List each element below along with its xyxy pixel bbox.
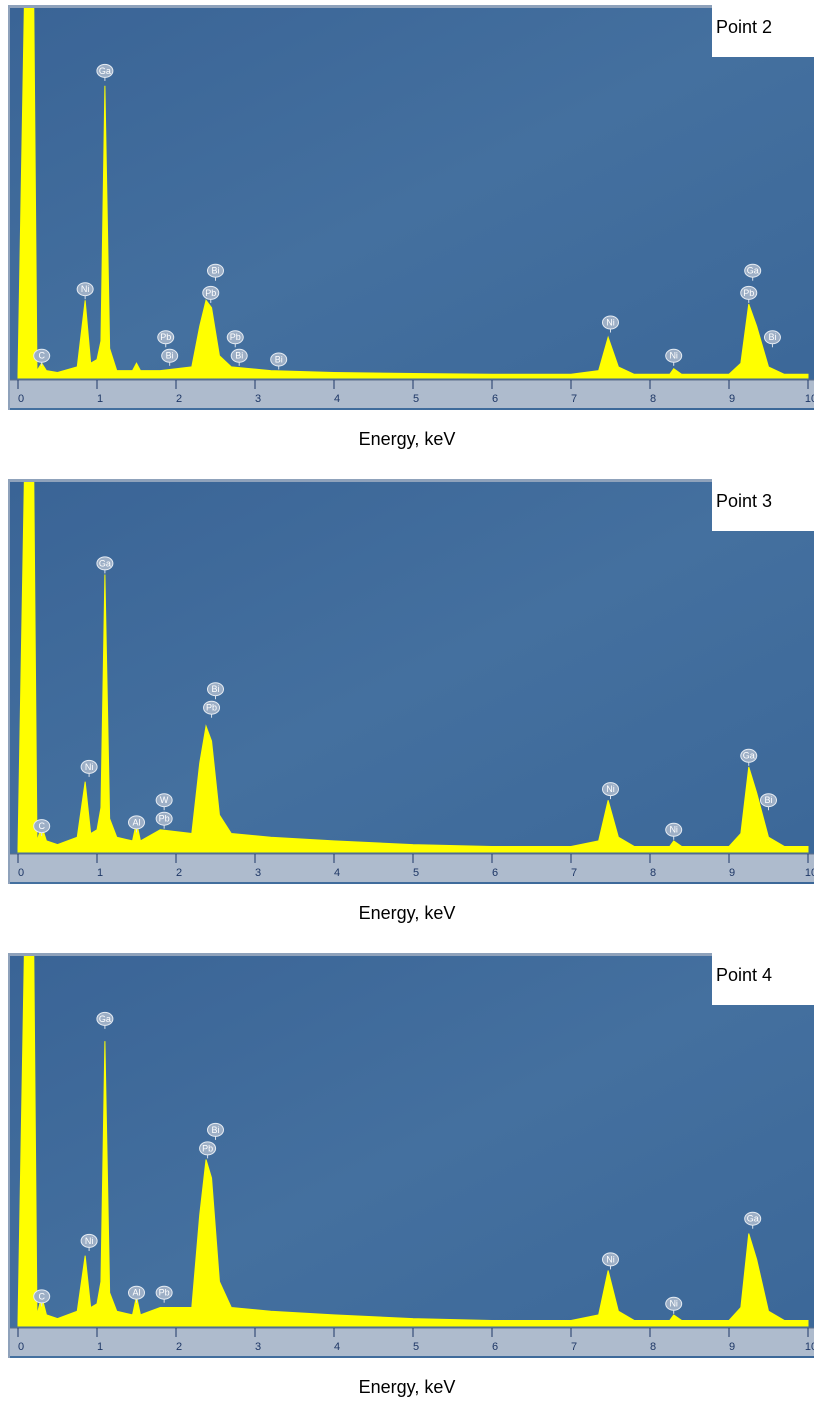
peak-label-text: Ni (606, 784, 615, 794)
peak-label-text: Bi (768, 332, 776, 342)
x-axis-label: Energy, keV (359, 429, 456, 449)
peak-label-text: Al (132, 1288, 140, 1298)
peak-label-text: Pb (743, 288, 754, 298)
chart-title: Point 3 (716, 491, 772, 511)
x-tick-label: 7 (571, 1341, 577, 1353)
peak-label-text: Ga (747, 266, 759, 276)
peak-label-text: Ni (669, 825, 678, 835)
x-tick-label: 8 (650, 393, 656, 405)
peak-label-text: Ga (99, 558, 111, 568)
x-tick-label: 2 (176, 1341, 182, 1353)
chart: 012345678910CNiGaPbBiBiPbPbBiBiNiNiGaPbB… (0, 0, 814, 1404)
x-tick-label: 0 (18, 1341, 24, 1353)
panel: 0 1 2 3 4 5 6 7 8 9 10 C Ni Ga Pb Bi Bi Pb Pb Bi Bi Ni Ni Ga Pb B… (8, 5, 814, 449)
peak-label-text: Ga (99, 1014, 111, 1024)
chart-title: Point 4 (716, 965, 772, 985)
peak-label-text: Ni (606, 1254, 615, 1264)
peak-label-text: Ni (606, 317, 615, 327)
x-tick-label: 10 (805, 1341, 814, 1353)
plot-left-border (8, 953, 10, 1358)
peak-label-text: Pb (159, 814, 170, 824)
x-tick-label: 3 (255, 1341, 261, 1353)
x-tick-label: 6 (492, 393, 498, 405)
x-tick-label: 3 (255, 393, 261, 405)
x-tick-label: 8 (650, 867, 656, 879)
peak-label-text: Bi (166, 351, 174, 361)
peak-label-text: Bi (211, 1125, 219, 1135)
x-tick-label: 1 (97, 867, 103, 879)
peak-label-text: Bi (275, 354, 283, 364)
x-tick-label: 7 (571, 867, 577, 879)
x-tick-label: 9 (729, 1341, 735, 1353)
peak-label-text: Ga (99, 66, 111, 76)
panel: 0 1 2 3 4 5 6 7 8 9 10 C Ni Ga Al Pb Bi Pb Ni Ni Ga Point 4 En… (8, 953, 814, 1397)
x-tick-label: 2 (176, 867, 182, 879)
peak-label-text: Al (132, 817, 140, 827)
x-tick-label: 0 (18, 867, 24, 879)
peak-label-text: W (160, 795, 169, 805)
plot-top-border (10, 479, 814, 482)
peak-label-text: Ga (743, 751, 755, 761)
plot-background (10, 5, 814, 410)
page: 012345678910CNiGaPbBiBiPbPbBiBiNiNiGaPbB… (0, 0, 814, 1404)
panel: 0 1 2 3 4 5 6 7 8 9 10 C Ni Ga Al W Pb Bi Pb Ni Ni Ga Bi Point … (8, 479, 814, 923)
x-tick-label: 2 (176, 393, 182, 405)
x-tick-label: 9 (729, 393, 735, 405)
x-tick-label: 5 (413, 1341, 419, 1353)
x-tick-label: 6 (492, 1341, 498, 1353)
peak-label-text: Pb (202, 1143, 213, 1153)
peak-label-text: Pb (159, 1288, 170, 1298)
peak-label-text: Ni (669, 1299, 678, 1309)
x-tick-label: 10 (805, 393, 814, 405)
peak-label-text: Pb (230, 332, 241, 342)
x-tick-label: 1 (97, 1341, 103, 1353)
x-tick-label: 8 (650, 1341, 656, 1353)
peak-label-text: Ni (85, 762, 94, 772)
peak-label-text: Ni (81, 284, 90, 294)
peak-label-text: C (38, 351, 45, 361)
x-axis-label: Energy, keV (359, 1377, 456, 1397)
x-tick-label: 1 (97, 393, 103, 405)
x-tick-label: 5 (413, 393, 419, 405)
x-tick-label: 9 (729, 867, 735, 879)
x-tick-label: 5 (413, 867, 419, 879)
peak-label-text: C (38, 1291, 45, 1301)
peak-label-text: Pb (205, 288, 216, 298)
peak-label-text: Pb (206, 703, 217, 713)
peak-label-text: Bi (211, 684, 219, 694)
peak-label-text: C (38, 821, 45, 831)
x-tick-label: 0 (18, 393, 24, 405)
x-tick-label: 4 (334, 867, 340, 879)
peak-label-text: Bi (211, 266, 219, 276)
plot-top-border (10, 953, 814, 956)
peak-label-text: Pb (160, 332, 171, 342)
peak-label-text: Ni (669, 351, 678, 361)
x-tick-label: 3 (255, 867, 261, 879)
chart-title: Point 2 (716, 17, 772, 37)
peak-label-text: Ga (747, 1214, 759, 1224)
plot-left-border (8, 479, 10, 884)
x-tick-label: 10 (805, 867, 814, 879)
x-tick-label: 6 (492, 867, 498, 879)
plot-top-border (10, 5, 814, 8)
peak-label-text: Ni (85, 1236, 94, 1246)
x-tick-label: 4 (334, 393, 340, 405)
x-axis-label: Energy, keV (359, 903, 456, 923)
x-tick-label: 7 (571, 393, 577, 405)
peak-label-text: Bi (235, 351, 243, 361)
x-tick-label: 4 (334, 1341, 340, 1353)
peak-label-text: Bi (764, 795, 772, 805)
plot-left-border (8, 5, 10, 410)
